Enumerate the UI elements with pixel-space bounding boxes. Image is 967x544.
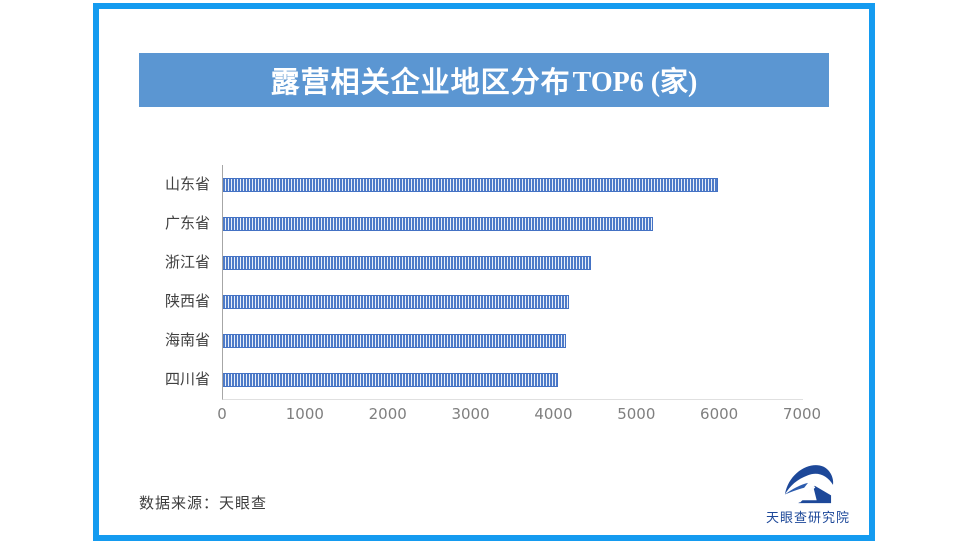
bar-row (223, 333, 803, 348)
x-tick-label: 0 (217, 405, 227, 423)
category-label: 四川省 (164, 370, 210, 388)
category-label: 陕西省 (164, 292, 210, 310)
chart-title-cn: 露营相关企业地区分布 (270, 65, 571, 99)
x-tick-label: 3000 (451, 405, 490, 423)
category-label: 浙江省 (164, 253, 210, 271)
x-tick-label: 4000 (534, 405, 573, 423)
bar-山东省 (223, 177, 719, 192)
tianyancha-logo: 天眼查研究院 (748, 456, 868, 526)
x-tick-label: 1000 (285, 405, 324, 423)
category-label: 广东省 (164, 214, 210, 232)
x-tick-label: 5000 (617, 405, 656, 423)
bar-row (223, 372, 803, 387)
chart-title-suffix: TOP6 (家) (572, 67, 698, 98)
data-source-label: 数据来源：天眼查 (139, 494, 268, 512)
bar-陕西省 (223, 294, 569, 309)
bar-row (223, 216, 803, 231)
bar-海南省 (223, 333, 567, 348)
bar-row (223, 177, 803, 192)
bar-四川省 (223, 372, 558, 387)
x-tick-label: 7000 (782, 405, 822, 423)
tianyancha-logo-text: 天眼查研究院 (765, 511, 850, 526)
bar-浙江省 (223, 255, 591, 270)
x-tick-label: 6000 (700, 405, 739, 423)
tianyancha-eye-icon (784, 465, 834, 504)
bar-row (223, 294, 803, 309)
plot-area (222, 165, 803, 400)
bar-广东省 (223, 216, 654, 231)
chart-title-banner: 露营相关企业地区分布 TOP6 (家) (139, 53, 829, 107)
x-axis: 0 1000 2000 3000 4000 5000 6000 7000 (217, 405, 821, 425)
category-label: 海南省 (164, 331, 210, 349)
category-column: 山东省广东省浙江省陕西省海南省四川省 (138, 165, 210, 399)
category-label: 山东省 (164, 175, 210, 193)
x-tick-label: 2000 (368, 405, 407, 423)
bar-row (223, 255, 803, 270)
